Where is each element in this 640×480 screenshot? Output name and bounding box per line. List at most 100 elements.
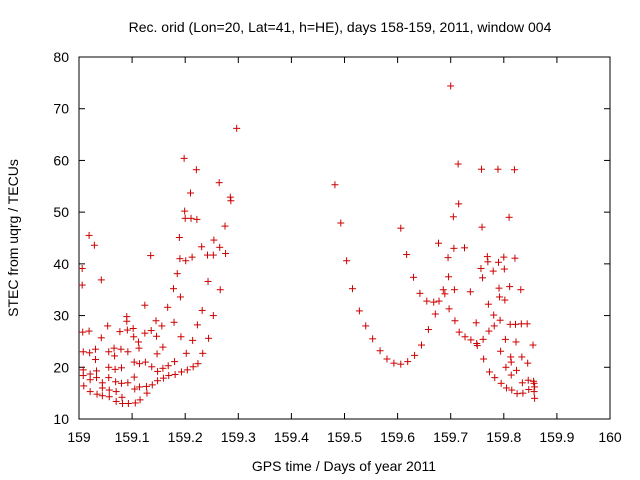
data-point (502, 384, 510, 392)
data-point (362, 322, 370, 330)
data-point (170, 285, 178, 293)
data-point (105, 374, 113, 382)
data-point (403, 251, 411, 259)
chart-title: Rec. orid (Lon=20, Lat=41, h=HE), days 1… (129, 19, 552, 35)
data-point (331, 181, 339, 189)
data-point (198, 243, 206, 251)
y-tick-label: 10 (53, 411, 69, 427)
data-point (529, 341, 537, 349)
plot-frame (78, 56, 611, 420)
data-point (112, 378, 120, 386)
data-point (194, 360, 202, 368)
data-point (500, 265, 508, 273)
data-point (511, 254, 519, 262)
data-point (337, 219, 345, 227)
data-point (116, 328, 124, 336)
data-point (123, 317, 131, 325)
data-point (154, 367, 162, 375)
data-point (105, 363, 113, 371)
data-point (147, 252, 155, 260)
data-point (131, 399, 139, 407)
data-point (135, 344, 143, 352)
data-point (477, 265, 485, 273)
data-point (181, 214, 189, 222)
data-point (136, 360, 144, 368)
data-point (355, 307, 363, 315)
data-point (93, 374, 101, 382)
data-point (513, 390, 521, 398)
data-point (130, 373, 138, 381)
data-point (423, 297, 431, 305)
data-point (507, 358, 515, 366)
data-point (454, 160, 462, 168)
data-point (152, 317, 160, 325)
data-point (117, 379, 125, 387)
data-point (91, 345, 99, 353)
data-point (383, 355, 391, 363)
data-point (531, 383, 539, 391)
data-point (531, 394, 539, 402)
data-point (85, 231, 93, 239)
data-point (513, 366, 521, 374)
data-point (159, 364, 167, 372)
data-point (131, 385, 139, 393)
x-tick-label: 159.1 (115, 429, 150, 445)
data-point (479, 335, 487, 343)
data-point (153, 332, 161, 340)
data-point (222, 250, 230, 258)
data-point (449, 213, 457, 221)
x-tick-label: 159.9 (539, 429, 574, 445)
data-point (461, 333, 469, 341)
data-point (112, 388, 120, 396)
data-point (524, 376, 532, 384)
data-point (519, 389, 527, 397)
data-point (530, 379, 538, 387)
data-point (111, 352, 119, 360)
data-point (164, 362, 172, 370)
data-point (177, 333, 185, 341)
data-point (183, 366, 191, 374)
data-point (397, 360, 405, 368)
data-point (147, 327, 155, 335)
axis-ticks: 159 159.1 159.2 159.3 159.4 159.5 159.6 159.7 15… (53, 49, 621, 445)
data-point (86, 349, 94, 357)
data-point (501, 296, 509, 304)
data-point (198, 306, 206, 314)
data-point (473, 342, 481, 350)
data-point (411, 351, 419, 359)
y-axis-label: STEC from uqrg / TECUs (5, 159, 21, 317)
data-point (507, 353, 515, 361)
data-point (124, 348, 132, 356)
data-point (93, 390, 101, 398)
data-point (424, 326, 432, 334)
data-point (105, 348, 113, 356)
data-point (187, 214, 195, 222)
data-point (450, 244, 458, 252)
data-point (472, 319, 480, 327)
data-point (348, 285, 356, 293)
x-tick-label: 159.6 (380, 429, 415, 445)
data-point (511, 320, 519, 328)
data-point (376, 347, 384, 355)
x-tick-label: 160 (598, 429, 622, 445)
data-point (523, 320, 531, 328)
data-point (495, 284, 503, 292)
data-point (227, 197, 235, 205)
data-point (496, 293, 504, 301)
data-point (484, 258, 492, 266)
data-point (124, 379, 132, 387)
data-point (455, 328, 463, 336)
data-point (129, 325, 137, 332)
data-point (85, 327, 93, 335)
data-point (79, 328, 87, 336)
data-point (466, 288, 474, 296)
data-point (148, 381, 156, 389)
data-point (497, 347, 505, 355)
data-point (86, 376, 94, 384)
data-point (182, 349, 190, 357)
data-point (494, 258, 502, 266)
x-tick-label: 159.7 (433, 429, 468, 445)
data-point (159, 374, 167, 382)
data-point (175, 233, 183, 241)
data-point (447, 82, 455, 90)
